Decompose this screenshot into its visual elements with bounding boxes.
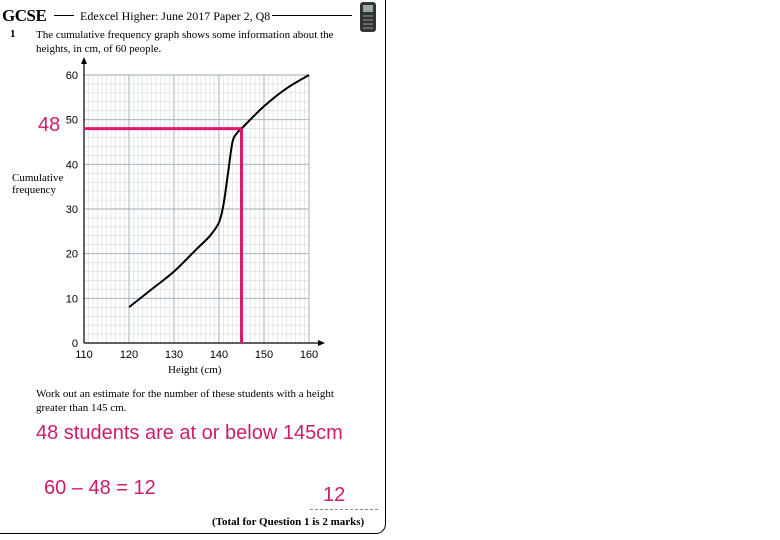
working-calculation: 60 – 48 = 12 [44, 477, 156, 499]
x-tick-label: 150 [255, 349, 273, 361]
y-tick-label: 50 [66, 115, 78, 127]
y-axis-title: Cumulative frequency [12, 172, 64, 196]
y-tick-label: 60 [66, 70, 78, 82]
x-tick-label: 160 [300, 349, 318, 361]
x-tick-label: 120 [120, 349, 138, 361]
question-frame [0, 0, 386, 534]
y-tick-label: 40 [66, 159, 78, 171]
y-tick-label: 0 [72, 338, 78, 350]
total-marks: (Total for Question 1 is 2 marks) [212, 516, 365, 528]
calculator-icon [360, 2, 376, 32]
cumulative-frequency-curve [128, 74, 310, 309]
x-tick-label: 110 [75, 349, 93, 361]
question-text: The cumulative frequency graph shows som… [36, 29, 334, 55]
header-rule-right [272, 15, 352, 16]
y-tick-label: 20 [66, 249, 78, 261]
y-tick-label: 10 [66, 293, 78, 305]
x-tick-label: 140 [210, 349, 228, 361]
brand-label: GCSE [2, 6, 47, 25]
y-tick-label: 30 [66, 204, 78, 216]
y-axis-arrow [81, 57, 87, 64]
paper-subtitle: Edexcel Higher: June 2017 Paper 2, Q8 [80, 9, 271, 23]
read-value-label: 48 [38, 114, 61, 136]
answer-line [310, 509, 378, 510]
x-tick-label: 130 [165, 349, 183, 361]
question-prompt: Work out an estimate for the number of t… [36, 388, 334, 414]
header-rule-left [54, 15, 74, 16]
working-statement: 48 students are at or below 145cm [36, 422, 343, 444]
x-axis-arrow [318, 340, 325, 346]
question-number: 1 [10, 28, 16, 40]
final-answer: 12 [323, 484, 346, 506]
x-axis-title: Height (cm) [168, 364, 222, 376]
